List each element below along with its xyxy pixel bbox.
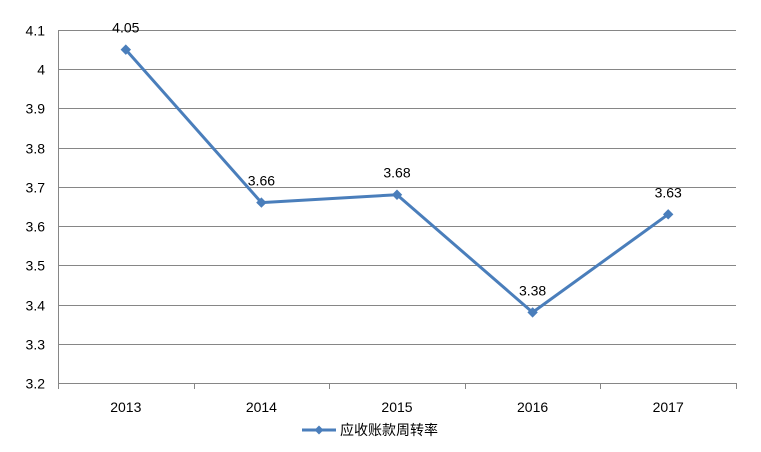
- data-label: 3.38: [519, 282, 546, 298]
- x-tick-label: 2017: [653, 399, 684, 415]
- axes: [58, 30, 737, 389]
- data-point-marker: [120, 44, 132, 55]
- data-label: 3.66: [248, 173, 275, 189]
- y-tick-label: 3.5: [26, 258, 46, 274]
- data-point-marker: [256, 197, 267, 208]
- data-point-marker: [527, 307, 538, 318]
- legend-label: 应收账款周转率: [340, 422, 438, 439]
- x-tick-label: 2016: [517, 399, 548, 415]
- grid-lines: [58, 30, 736, 384]
- data-label: 3.68: [383, 165, 410, 181]
- legend: 应收账款周转率: [302, 422, 438, 439]
- y-tick-label: 3.6: [26, 219, 46, 235]
- legend-marker: [314, 425, 324, 435]
- y-tick-label: 3.4: [26, 298, 46, 314]
- data-labels: 4.05 3.66 3.68 3.38 3.63: [112, 20, 682, 299]
- x-tick-label: 2013: [110, 399, 141, 415]
- series-line: [124, 48, 670, 314]
- series-markers: [120, 44, 674, 318]
- y-tick-label: 3.3: [26, 337, 46, 353]
- x-tick-label: 2015: [381, 399, 412, 415]
- y-tick-label: 3.2: [26, 376, 46, 392]
- data-point-marker: [391, 189, 403, 200]
- y-tick-label: 3.8: [26, 141, 46, 157]
- y-tick-label: 4.1: [26, 23, 46, 39]
- y-axis-tick-labels: 3.2 3.3 3.4 3.5 3.6 3.7 3.8 3.9 4 4.1: [26, 23, 46, 392]
- y-tick-label: 4: [37, 62, 45, 78]
- data-label: 3.63: [655, 184, 682, 200]
- data-point-marker: [662, 209, 674, 220]
- series-line-0: [124, 48, 670, 314]
- x-axis-tick-labels: 2013 2014 2015 2016 2017: [110, 399, 684, 415]
- y-tick-label: 3.7: [26, 180, 46, 196]
- x-tick-label: 2014: [246, 399, 277, 415]
- y-tick-label: 3.9: [26, 101, 46, 117]
- data-label: 4.05: [112, 20, 139, 36]
